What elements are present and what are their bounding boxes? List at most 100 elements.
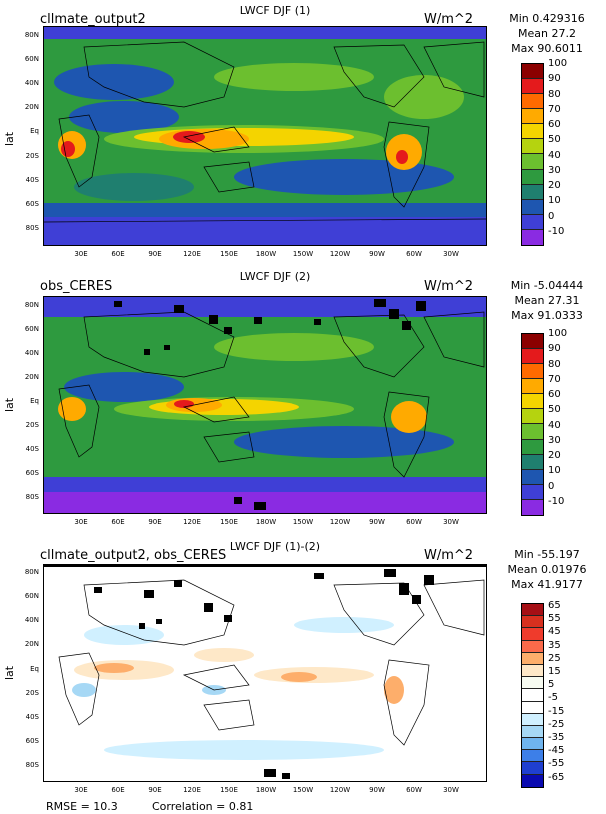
lon-tick: 120W — [329, 250, 351, 258]
lon-tick: 150E — [220, 250, 238, 258]
lon-tick: 180W — [255, 786, 277, 794]
colorbar-swatch — [522, 484, 543, 500]
lon-tick: 150E — [220, 786, 238, 794]
lwcf-map — [43, 26, 487, 246]
colorbar-label: 60 — [548, 119, 561, 130]
lon-tick: 150W — [292, 786, 314, 794]
colorbar-label: 90 — [548, 73, 561, 85]
colorbar-swatch — [522, 364, 543, 380]
model-panel: LWCF DJF (1) cllmate_output2 W/m^2 Min 0… — [0, 0, 606, 268]
mean-stat: Mean 27.2 — [518, 27, 576, 40]
colorbar-swatch — [522, 409, 543, 425]
lat-tick: Eq — [30, 127, 39, 135]
colorbar-label: 70 — [548, 373, 561, 385]
lon-tick: 30W — [443, 250, 459, 258]
colorbar-swatch — [522, 109, 543, 125]
colorbar-swatch — [522, 394, 543, 410]
colorbar-swatch — [522, 124, 543, 140]
lwcf-map — [43, 296, 487, 514]
case-label: cllmate_output2 — [40, 12, 146, 27]
lat-tick: 40N — [24, 616, 39, 624]
correlation-label: Correlation = 0.81 — [152, 800, 254, 813]
lat-tick: 80N — [24, 31, 39, 39]
colorbar-swatch — [522, 469, 543, 485]
lat-tick: Eq — [30, 397, 39, 405]
min-stat: Min 0.429316 — [509, 12, 585, 25]
colorbar-swatch — [522, 762, 543, 775]
colorbar-label: 35 — [548, 639, 561, 651]
units-label: W/m^2 — [424, 279, 474, 294]
lon-tick: 120W — [329, 518, 351, 526]
colorbar-label: 10 — [548, 195, 561, 207]
colorbar-label: 50 — [548, 134, 561, 146]
colorbar — [521, 63, 544, 246]
colorbar-label: -35 — [548, 732, 565, 743]
colorbar-label: 100 — [548, 58, 568, 69]
colorbar-swatch — [522, 701, 543, 714]
colorbar-swatch — [522, 94, 543, 110]
lat-tick: 40S — [25, 176, 39, 184]
colorbar-swatch — [522, 604, 543, 617]
max-stat: Max 91.0333 — [511, 309, 583, 322]
lon-tick: 180W — [255, 518, 277, 526]
colorbar-swatch — [522, 750, 543, 763]
colorbar-swatch — [522, 139, 543, 155]
min-stat: Min -5.04444 — [510, 279, 584, 292]
colorbar-swatch — [522, 713, 543, 726]
colorbar-label: 5 — [548, 679, 555, 691]
lat-tick: 20S — [25, 421, 39, 429]
colorbar-swatch — [522, 199, 543, 215]
lon-tick: 90E — [148, 786, 162, 794]
lon-tick: 60W — [406, 786, 422, 794]
case-label: cllmate_output2, obs_CERES — [40, 548, 227, 563]
lat-tick: 20N — [24, 373, 39, 381]
colorbar-label: -25 — [548, 718, 565, 730]
lat-tick: 20N — [24, 640, 39, 648]
colorbar-swatch — [522, 154, 543, 170]
colorbar-label: 60 — [548, 389, 561, 400]
colorbar-swatch — [522, 439, 543, 455]
plot-title: LWCF DJF (2) — [239, 270, 311, 283]
lon-tick: 120E — [183, 786, 201, 794]
colorbar-swatch — [522, 349, 543, 365]
colorbar-label: -65 — [548, 771, 565, 783]
lat-tick: 20N — [24, 103, 39, 111]
colorbar-label: -5 — [548, 692, 558, 704]
max-stat: Max 41.9177 — [511, 578, 583, 591]
map-canvas — [44, 565, 486, 781]
colorbar-swatch — [522, 169, 543, 185]
colorbar-swatch — [522, 738, 543, 751]
colorbar — [521, 603, 544, 788]
lat-tick: 80N — [24, 301, 39, 309]
lon-tick: 30E — [74, 518, 88, 526]
colorbar-label: 0 — [548, 480, 555, 492]
lon-tick: 60E — [111, 786, 125, 794]
colorbar — [521, 333, 544, 516]
plot-title: LWCF DJF (1)-(2) — [229, 540, 321, 553]
lat-tick: 60S — [25, 737, 39, 745]
colorbar-label: 50 — [548, 404, 561, 416]
obs-panel: LWCF DJF (2) obs_CERES W/m^2 Min -5.0444… — [0, 270, 606, 540]
colorbar-swatch — [522, 689, 543, 702]
rmse-label: RMSE = 10.3 — [46, 800, 118, 813]
lon-tick: 60W — [406, 518, 422, 526]
max-stat: Max 90.6011 — [511, 42, 583, 55]
map-canvas — [44, 297, 486, 513]
lon-tick: 150E — [220, 518, 238, 526]
colorbar-swatch — [522, 652, 543, 665]
colorbar-label: 25 — [548, 652, 561, 664]
lat-tick: 80S — [25, 224, 39, 232]
colorbar-label: 40 — [548, 149, 561, 161]
colorbar-label: 0 — [548, 210, 555, 222]
lat-tick: 60N — [24, 55, 39, 63]
colorbar-swatch — [522, 229, 543, 245]
lat-tick: Eq — [30, 665, 39, 673]
colorbar-swatch — [522, 640, 543, 653]
lon-tick: 120E — [183, 250, 201, 258]
lon-tick: 150W — [292, 250, 314, 258]
lon-tick: 120W — [329, 786, 351, 794]
units-label: W/m^2 — [424, 12, 474, 27]
colorbar-label: 15 — [548, 666, 561, 677]
colorbar-swatch — [522, 628, 543, 641]
colorbar-swatch — [522, 664, 543, 678]
